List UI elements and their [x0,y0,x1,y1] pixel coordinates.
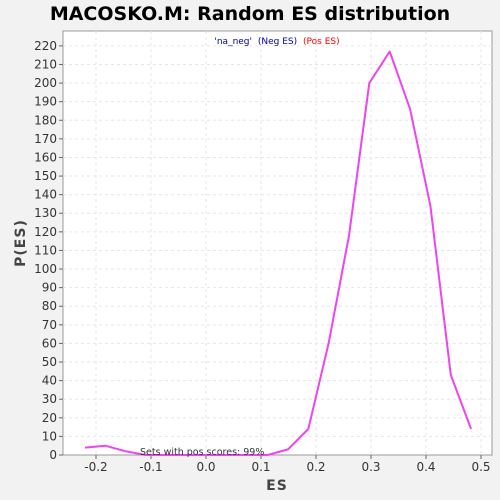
y-tick-label: 170 [34,132,57,146]
y-tick-label: 180 [34,113,57,127]
y-tick-label: 200 [34,76,57,90]
y-tick-label: 140 [34,188,57,202]
y-tick-label: 130 [34,206,57,220]
x-tick-label: 0.2 [306,460,325,474]
y-tick-label: 100 [34,262,57,276]
annotation-pos-scores: Sets with pos scores: 99% [140,447,264,458]
y-tick-label: 210 [34,57,57,71]
x-tick-label: 0.4 [416,460,435,474]
x-tick-label: -0.2 [84,460,107,474]
y-tick-label: 80 [42,299,57,313]
y-tick-label: 10 [42,429,57,443]
y-tick-label: 160 [34,150,57,164]
series-line-0 [84,50,473,456]
y-axis-label: P(ES) [13,219,29,267]
legend-item-set-name: 'na_neg' [214,37,252,47]
y-tick-label: 50 [42,355,57,369]
x-tick-label: 0.3 [361,460,380,474]
series-layer [84,50,473,456]
y-tick-label: 70 [42,318,57,332]
x-axis-label: ES [266,478,288,494]
chart-title: MACOSKO.M: Random ES distribution [50,3,450,25]
y-tick-label: 40 [42,374,57,388]
x-tick-label: 0.0 [196,460,215,474]
x-axis-ticks: -0.2 -0.1 0.0 0.1 0.2 0.3 0.4 0.5 [84,455,491,474]
y-tick-label: 190 [34,95,57,109]
y-tick-label: 30 [42,392,57,406]
y-axis-ticks: 0 10 20 30 40 50 60 70 80 90 100 110 120 130 140 150 160… [34,39,63,462]
y-tick-label: 90 [42,281,57,295]
legend-item-pos-es: (Pos ES) [303,37,340,47]
x-tick-label: 0.5 [471,460,490,474]
y-tick-label: 60 [42,336,57,350]
grid-lines [63,31,492,455]
legend-item-neg-es: (Neg ES) [258,37,297,47]
plot-area [62,30,493,456]
y-tick-label: 110 [34,243,57,257]
x-tick-label: 0.1 [251,460,270,474]
y-tick-label: 120 [34,225,57,239]
y-tick-label: 220 [34,39,57,53]
legend: 'na_neg' (Neg ES) (Pos ES) [214,37,339,47]
x-tick-label: -0.1 [139,460,162,474]
y-tick-label: 150 [34,169,57,183]
y-tick-label: 0 [49,448,57,462]
y-tick-label: 20 [42,411,57,425]
